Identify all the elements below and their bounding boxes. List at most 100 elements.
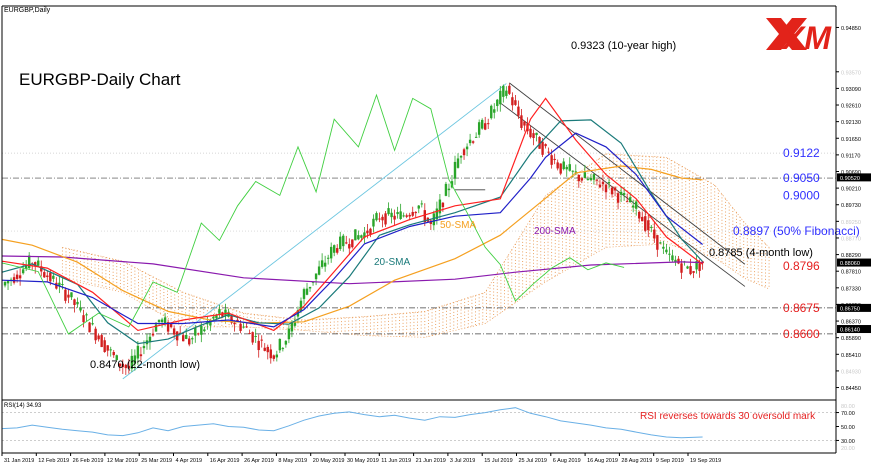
rsi-line [1, 407, 703, 439]
candle-body [106, 345, 109, 351]
candle-body [592, 174, 596, 180]
candle-body [118, 363, 121, 367]
candle-body [487, 123, 490, 125]
candle-body [529, 128, 532, 138]
candle-body [375, 213, 378, 221]
candle-body [668, 253, 671, 255]
y-tick-label: 0.89730 [841, 203, 861, 209]
candle-body [314, 273, 318, 280]
candle-body [508, 85, 511, 94]
candle-body [61, 284, 64, 286]
candle-body [405, 215, 408, 217]
candle-body [305, 288, 309, 295]
candle-body [272, 355, 275, 359]
candle-body [468, 139, 472, 144]
candle-body [390, 212, 393, 218]
candle-body [302, 289, 306, 299]
y-tick-label: 0.93570 [841, 70, 861, 76]
candle-body [698, 263, 701, 271]
candle-body [76, 301, 79, 305]
candle-body [242, 326, 245, 328]
price-tag [837, 173, 871, 182]
trend-line [122, 83, 507, 380]
candle-body [586, 179, 590, 181]
candle-body [638, 211, 641, 219]
candle-body [613, 187, 617, 191]
candle-body [160, 319, 164, 322]
candle-body [172, 328, 176, 335]
candle-body [662, 246, 665, 249]
candle-body [680, 263, 683, 273]
candle-body [342, 235, 345, 247]
x-tick-label: 25 Mar 2019 [141, 458, 172, 464]
candle-body [163, 317, 167, 324]
candle-body [559, 163, 562, 174]
candle-body [299, 300, 303, 312]
price-chart: 0.9122 0.9050 0.9000 0.8897 (50% Fibonacci)… [1, 82, 860, 380]
candle-body [320, 260, 324, 267]
trend-line [500, 102, 746, 287]
trend-line [509, 82, 746, 265]
candle-body [523, 121, 526, 126]
candle-body [366, 230, 369, 234]
candle-body [496, 99, 499, 106]
rsi-annotation: RSI reverses towards 30 oversold mark [640, 411, 816, 422]
candle-body [269, 349, 272, 359]
candle-body [290, 322, 294, 332]
chart-title: EURGBP-Daily Chart [19, 70, 181, 89]
candle-body [115, 355, 118, 361]
candle-body [100, 335, 103, 348]
y-tick-label: 0.88770 [841, 236, 861, 242]
level-label: 0.8796 [783, 259, 820, 273]
candle-body [43, 272, 46, 278]
candle-body [565, 166, 568, 170]
candle-body [336, 248, 339, 253]
candle-body [136, 345, 140, 359]
candle-body [112, 351, 115, 356]
candle-body [689, 266, 692, 275]
candle-body [520, 115, 523, 128]
candle-body [665, 249, 668, 253]
series-200-sma [1, 255, 703, 285]
label-50-sma: 50-SMA [440, 220, 476, 231]
y-tick-label: 0.86370 [841, 320, 861, 326]
candle-body [686, 266, 689, 269]
xm-logo-text: XM [781, 20, 832, 56]
candle-body [169, 323, 173, 328]
level-label: 0.8600 [783, 327, 820, 341]
candle-body [550, 155, 553, 165]
x-tick-label: 3 Jul 2019 [450, 458, 475, 464]
candle-body [511, 97, 514, 106]
y-tick-label: 0.91650 [841, 137, 861, 143]
candle-body [635, 201, 638, 209]
candle-body [233, 322, 236, 325]
x-tick-label: 11 Jun 2019 [381, 458, 411, 464]
candle-body [133, 355, 137, 364]
candle-body [677, 258, 680, 264]
candle-body [339, 236, 342, 250]
candle-body [411, 211, 414, 216]
annotation-22-month-low: 0.8470 (22-month low) [90, 359, 200, 371]
series-kijun [1, 132, 703, 328]
price-tag [837, 258, 871, 267]
candle-body [139, 354, 143, 357]
y-tick-label: 0.93090 [841, 87, 861, 93]
candle-body [323, 262, 327, 267]
candle-body [40, 266, 43, 272]
candle-body [257, 340, 260, 351]
x-tick-label: 21 Jun 2019 [416, 458, 446, 464]
candle-body [27, 255, 31, 269]
candle-body [218, 309, 221, 314]
candle-body [417, 205, 420, 209]
candle-body [130, 355, 134, 369]
rsi-label: RSI(14) 34.93 [4, 403, 42, 409]
cloud-span-b [62, 243, 770, 338]
candle-body [453, 161, 457, 179]
candle-body [70, 292, 73, 298]
candle-body [333, 245, 336, 253]
series-20-sma [1, 119, 704, 345]
candle-body [622, 193, 626, 195]
candle-body [109, 349, 112, 351]
